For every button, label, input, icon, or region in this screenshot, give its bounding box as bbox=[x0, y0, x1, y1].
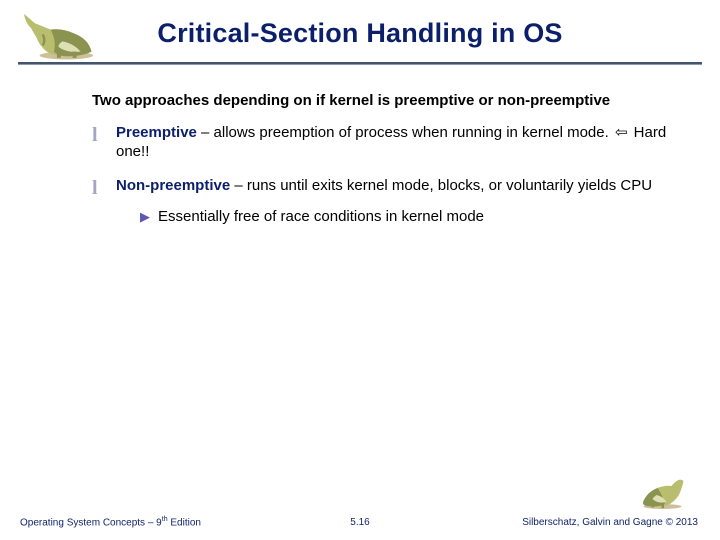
bullet-body: Preemptive – allows preemption of proces… bbox=[116, 123, 670, 162]
bullet-body: Non-preemptive – runs until exits kernel… bbox=[116, 176, 652, 227]
text: – allows preemption of process when runn… bbox=[197, 124, 613, 141]
dinosaur-bottom-icon bbox=[635, 475, 690, 510]
left-arrow-icon: ⇦ bbox=[613, 124, 630, 141]
bullet-preemptive: l Preemptive – allows preemption of proc… bbox=[92, 123, 670, 162]
footer-copyright: Silberschatz, Galvin and Gagne © 2013 bbox=[522, 517, 698, 528]
term-preemptive: Preemptive bbox=[116, 124, 197, 141]
slide: Critical-Section Handling in OS Two appr… bbox=[0, 0, 720, 540]
bullet-marker-icon: l bbox=[92, 176, 116, 227]
sub-bullet-text: Essentially free of race conditions in k… bbox=[158, 207, 484, 227]
text: – runs until exits kernel mode, blocks, … bbox=[230, 177, 652, 194]
slide-title: Critical-Section Handling in OS bbox=[0, 18, 720, 49]
sub-bullet-marker-icon: ▶ bbox=[140, 207, 158, 227]
content-area: Two approaches depending on if kernel is… bbox=[92, 92, 670, 241]
bullet-nonpreemptive: l Non-preemptive – runs until exits kern… bbox=[92, 176, 670, 227]
bullet-marker-icon: l bbox=[92, 123, 116, 162]
title-underline bbox=[18, 62, 702, 65]
sub-bullet: ▶ Essentially free of race conditions in… bbox=[140, 207, 652, 227]
term-nonpreemptive: Non-preemptive bbox=[116, 177, 230, 194]
intro-text: Two approaches depending on if kernel is… bbox=[92, 92, 670, 111]
